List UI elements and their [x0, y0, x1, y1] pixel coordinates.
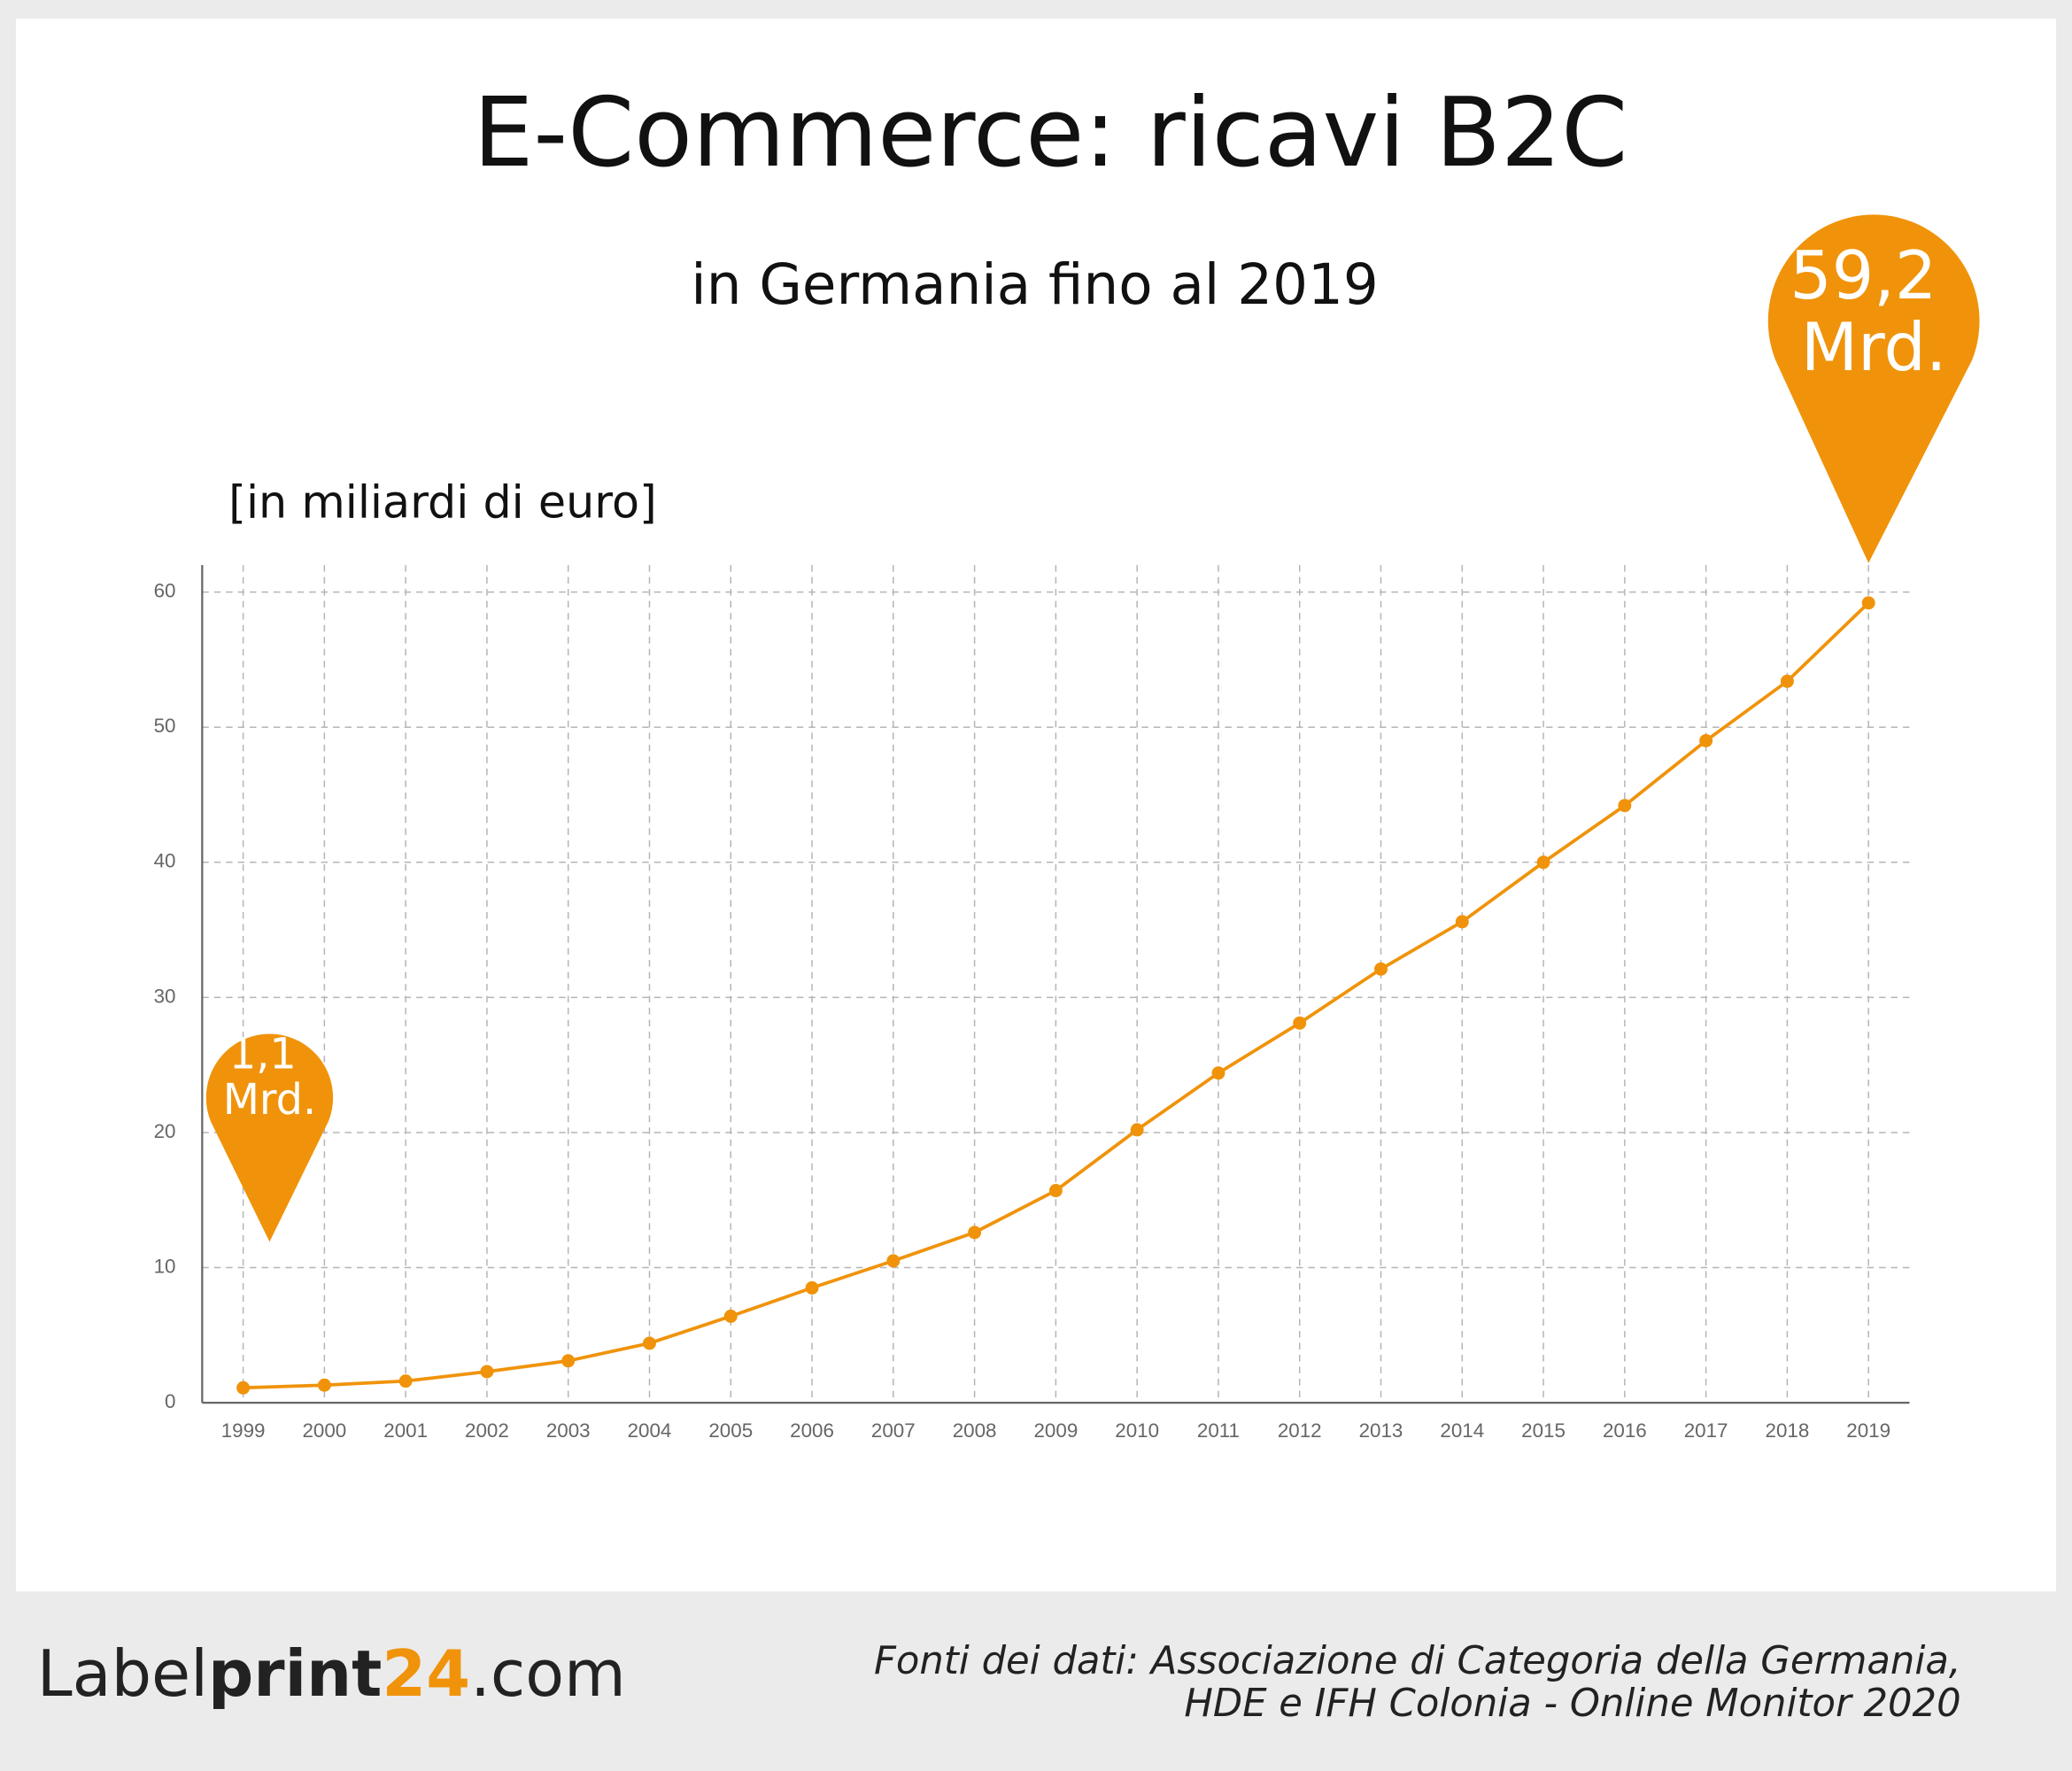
- chart-subtitle: in Germania fino al 2019: [691, 252, 1378, 317]
- x-tick-label: 2017: [1684, 1419, 1728, 1442]
- y-tick-label: 60: [154, 580, 176, 602]
- point: [805, 1280, 819, 1295]
- point: [1699, 733, 1713, 747]
- x-tick-label: 2004: [628, 1419, 672, 1442]
- x-tick-label: 2002: [465, 1419, 509, 1442]
- point: [968, 1226, 982, 1240]
- logo-part: Label: [37, 1636, 208, 1710]
- x-tick-label: 1999: [221, 1419, 266, 1442]
- point: [480, 1365, 494, 1379]
- x-tick-label: 2011: [1197, 1419, 1240, 1442]
- y-tick-label: 40: [154, 850, 176, 872]
- value-label-line: Mrd.: [223, 1076, 316, 1125]
- y-tick-label: 10: [154, 1255, 176, 1277]
- x-tick-label: 2007: [871, 1419, 916, 1442]
- x-tick-label: 2001: [383, 1419, 428, 1442]
- value-label: 59,2 Mrd.: [1790, 236, 1958, 385]
- point: [1211, 1066, 1225, 1080]
- logo-part: print: [208, 1636, 382, 1710]
- point: [1374, 962, 1388, 976]
- point: [1536, 855, 1550, 870]
- logo-part: .com: [470, 1636, 626, 1710]
- logo: Labelprint24.com: [37, 1636, 626, 1710]
- y-tick-label: 30: [154, 985, 176, 1007]
- point: [1048, 1184, 1063, 1198]
- point: [643, 1336, 656, 1350]
- x-tick-label: 2012: [1278, 1419, 1322, 1442]
- point: [1130, 1123, 1144, 1137]
- x-tick-label: 2013: [1359, 1419, 1403, 1442]
- y-tick-label: 0: [165, 1390, 175, 1412]
- y-axis-label: [in miliardi di euro]: [228, 476, 657, 529]
- x-tick-label: 2000: [302, 1419, 346, 1442]
- point: [1780, 674, 1794, 688]
- source: HDE e IFH Colonia - Online Monitor 2020: [1184, 1682, 1960, 1726]
- value-label-line: 59,2: [1790, 236, 1958, 313]
- point: [723, 1309, 738, 1323]
- point: [317, 1378, 331, 1392]
- value-label: 1,1 Mrd.: [223, 1031, 316, 1125]
- x-tick-label: 2016: [1603, 1419, 1647, 1442]
- pin: [1767, 214, 1980, 563]
- x-tick-label: 2003: [546, 1419, 591, 1442]
- x-tick-label: 2005: [708, 1419, 753, 1442]
- x-tick-label: 2009: [1034, 1419, 1079, 1442]
- point: [1861, 596, 1875, 610]
- point: [1618, 799, 1632, 813]
- y-tick-label: 20: [154, 1120, 176, 1142]
- source: Fonti dei dati: Associazione di Categori…: [874, 1639, 1961, 1683]
- x-tick-label: 2010: [1115, 1419, 1159, 1442]
- point: [1293, 1016, 1307, 1030]
- point: [886, 1254, 901, 1268]
- x-tick-label: 2008: [953, 1419, 997, 1442]
- y-tick-label: 50: [154, 715, 176, 737]
- x-tick-label: 2019: [1846, 1419, 1890, 1442]
- x-tick-label: 2006: [790, 1419, 834, 1442]
- x-tick-label: 2018: [1766, 1419, 1810, 1442]
- value-label-line: 1,1: [229, 1031, 310, 1079]
- point: [398, 1374, 413, 1388]
- x-tick-label: 2014: [1440, 1419, 1484, 1442]
- logo-part: 24: [382, 1636, 470, 1710]
- x-tick-label: 2015: [1521, 1419, 1566, 1442]
- pin: [205, 1033, 334, 1242]
- card: [15, 19, 2057, 1592]
- point: [561, 1354, 576, 1368]
- value-label-line: Mrd.: [1801, 308, 1947, 385]
- point: [1455, 915, 1469, 929]
- chart-title: E-Commerce: ricavi B2C: [474, 78, 1628, 189]
- point: [236, 1380, 251, 1395]
